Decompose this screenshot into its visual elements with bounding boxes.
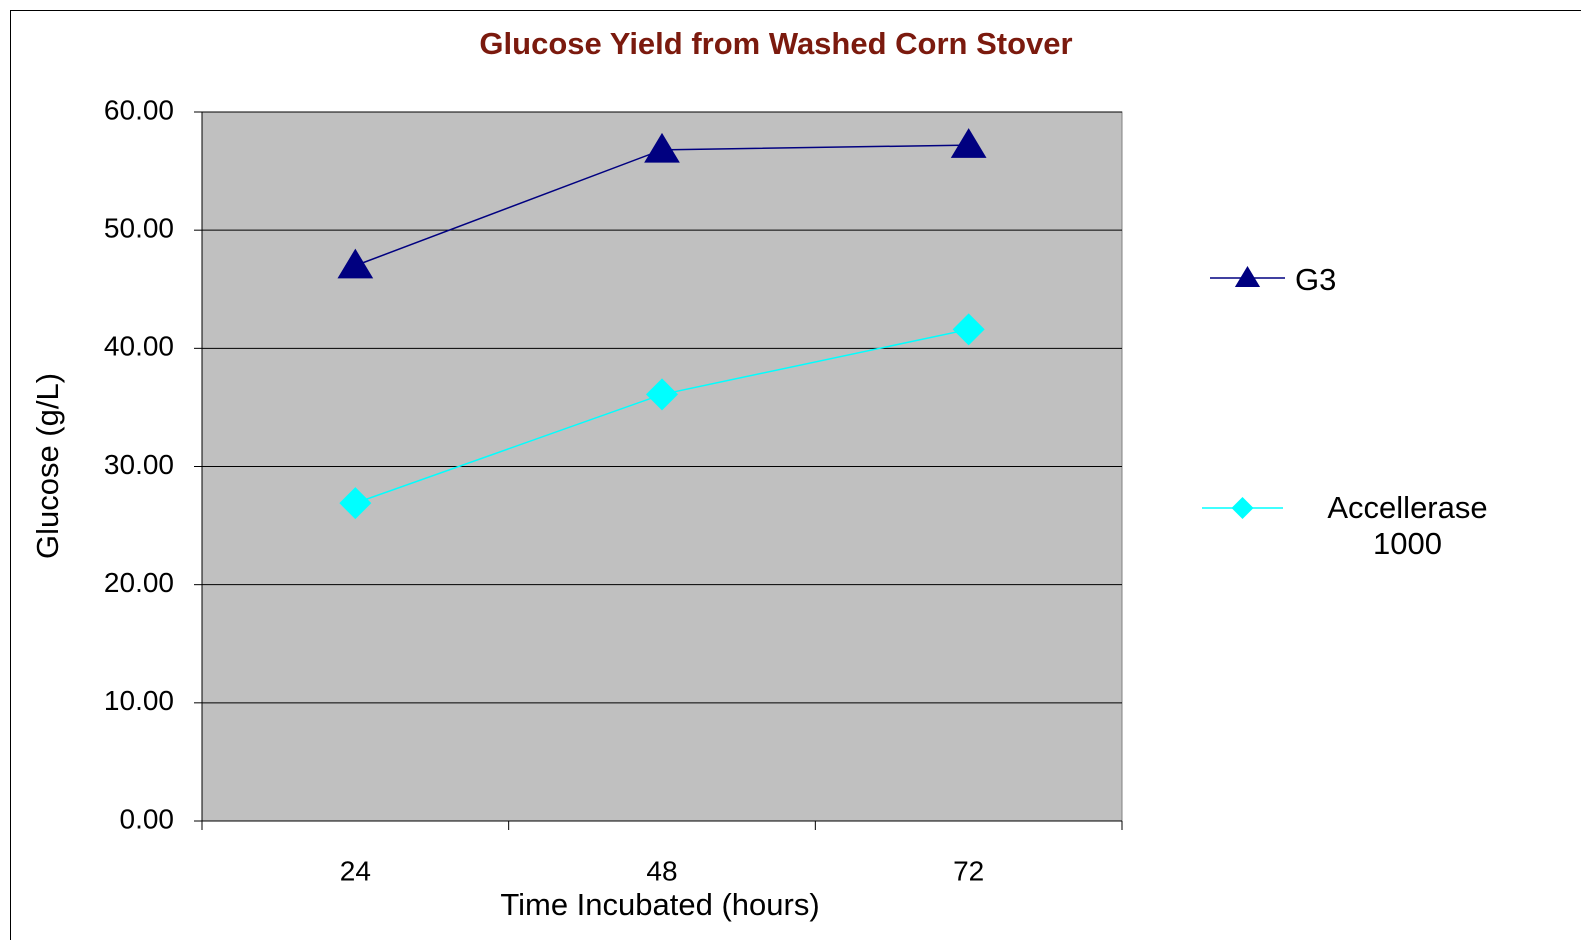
data-point (646, 378, 678, 411)
y-tick-label: 0.00 (120, 803, 175, 834)
chart-title: Glucose Yield from Washed Corn Stover (479, 26, 1072, 61)
legend-label: Accellerase 1000 (1327, 490, 1488, 561)
data-point (337, 248, 374, 279)
y-tick-label: 10.00 (104, 685, 174, 716)
data-point (950, 128, 987, 158)
y-axis-title: Glucose (g/L) (30, 373, 65, 559)
legend-label: G3 (1295, 262, 1336, 297)
y-tick-label: 30.00 (104, 449, 174, 480)
legend-marker (1234, 266, 1261, 287)
y-tick-label: 20.00 (104, 567, 174, 598)
legend-marker (1231, 497, 1254, 519)
x-tick-label: 72 (953, 855, 984, 886)
x-tick-label: 48 (646, 855, 677, 886)
y-tick-label: 50.00 (104, 213, 174, 244)
data-point (339, 487, 372, 520)
data-point (644, 132, 680, 163)
data-point (952, 313, 985, 346)
y-tick-label: 60.00 (104, 94, 174, 125)
x-axis-title: Time Incubated (hours) (500, 887, 819, 922)
y-tick-label: 40.00 (104, 331, 174, 362)
x-tick-label: 24 (340, 855, 371, 886)
